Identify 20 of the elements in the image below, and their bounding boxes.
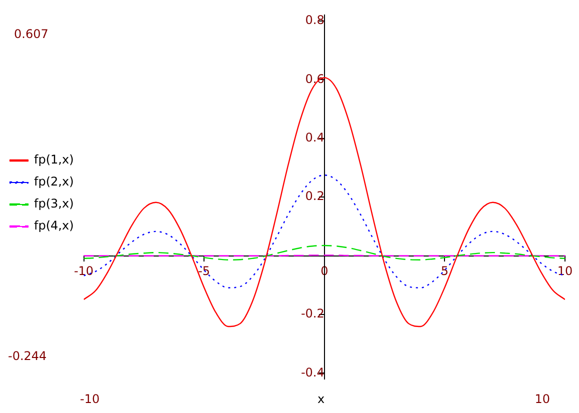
- y-tick-label: 0.8: [305, 13, 324, 28]
- legend-label: fp(3,x): [34, 196, 74, 211]
- text: 10: [534, 392, 550, 406]
- x-tick-label: -5: [198, 264, 210, 278]
- legend-label: fp(2,x): [34, 174, 74, 189]
- text: 0.607: [14, 27, 48, 42]
- x-tick-label: 5: [440, 264, 449, 278]
- x-tick-label: 10: [557, 264, 573, 278]
- x-axis-title: x: [317, 392, 325, 406]
- line-series: [84, 244, 565, 260]
- y-tick-label: 0.6: [305, 72, 324, 86]
- y-tick-label: -0.4: [300, 365, 324, 380]
- text: -10: [80, 392, 100, 406]
- y-tick-label: 0.4: [305, 130, 324, 145]
- x-tick-label: -10: [74, 264, 94, 278]
- y-tick-label: -0.2: [300, 306, 324, 321]
- text: -0.244: [8, 349, 47, 364]
- legend-label: fp(1,x): [34, 152, 74, 167]
- y-tick-label: 0.2: [305, 189, 324, 204]
- legend-label: fp(4,x): [34, 218, 74, 233]
